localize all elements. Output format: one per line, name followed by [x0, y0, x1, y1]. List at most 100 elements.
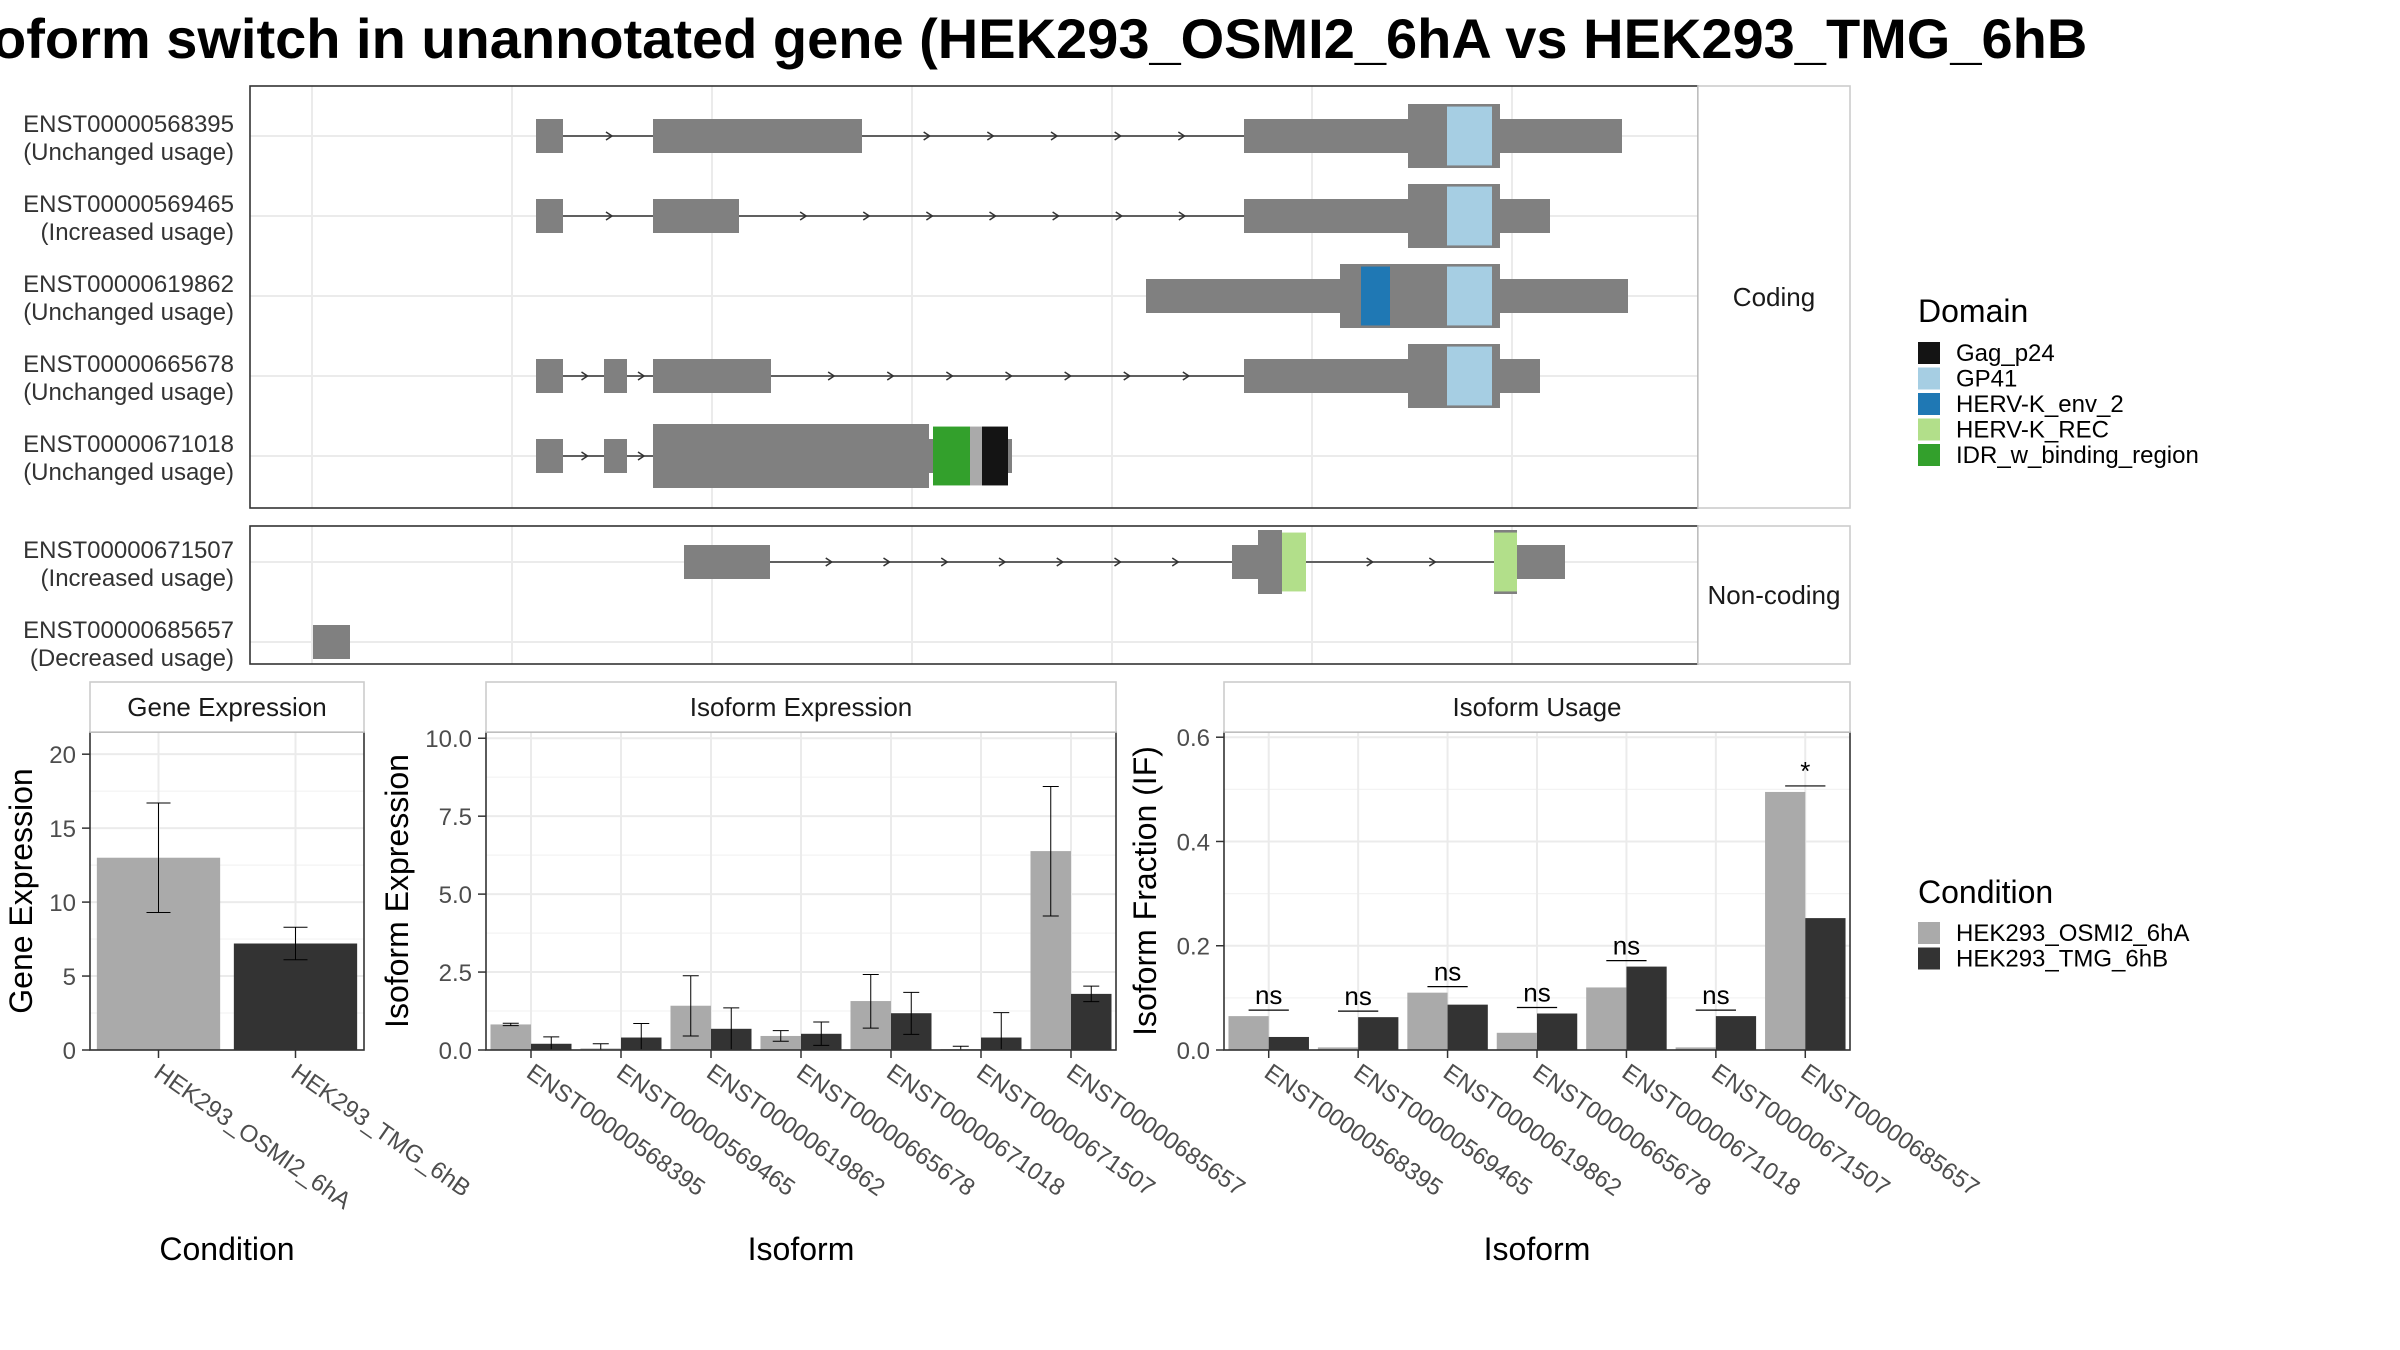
- intron-arrow: [825, 557, 834, 567]
- y-tick-label: 0.4: [1177, 829, 1210, 856]
- bar: [1228, 1016, 1269, 1050]
- domain-block: [933, 426, 970, 486]
- isoform-usage-label: (Unchanged usage): [23, 459, 234, 486]
- plot-strip-title: Gene Expression: [127, 692, 326, 722]
- isoform-label: ENST00000671018(Unchanged usage): [23, 431, 234, 486]
- intron-arrow: [945, 371, 954, 381]
- y-axis-title: Isoform Expression: [379, 754, 415, 1028]
- facet-strip-label: Non-coding: [1708, 580, 1841, 610]
- gene-expression-plot: 05101520HEK293_OSMI2_6hAHEK293_TMG_6hBGe…: [3, 681, 475, 1267]
- domain-legend-label: HERV-K_env_2: [1956, 391, 2124, 418]
- bar: [1447, 1004, 1488, 1050]
- plot-strip-title-box: [89, 681, 365, 733]
- intron-arrow: [1114, 131, 1123, 141]
- x-axis-title: Condition: [159, 1231, 294, 1267]
- exon-block: [1244, 199, 1408, 233]
- exon-block: [1258, 530, 1282, 594]
- intron-arrow: [986, 131, 995, 141]
- isoform-model: [536, 104, 1622, 168]
- bar: [233, 943, 358, 1050]
- significance-label: ns: [1255, 980, 1282, 1010]
- exon-block: [604, 439, 627, 473]
- intron-arrow: [886, 371, 895, 381]
- intron-arrow: [1064, 371, 1072, 381]
- y-tick-label: 0.6: [1177, 725, 1210, 752]
- exon-block: [313, 625, 350, 659]
- isoform-label: ENST00000568395(Unchanged usage): [23, 111, 234, 166]
- intron-arrow: [1005, 371, 1013, 381]
- condition-legend-label: HEK293_TMG_6hB: [1956, 946, 2168, 973]
- facet-strip-label-box: [1697, 85, 1851, 509]
- facet-coding: ENST00000568395(Unchanged usage) ENST0000…: [23, 85, 1851, 509]
- plot-strip-title-box: [1223, 681, 1851, 733]
- domain-legend: Domain Gag_p24GP41HERV-K_env_2HERV-K_RECI…: [1918, 293, 2199, 469]
- intron-arrow: [1182, 371, 1191, 381]
- intron-arrow: [998, 557, 1007, 567]
- intron-arrow: [862, 211, 871, 221]
- condition-legend-title: Condition: [1918, 874, 2053, 910]
- plot-strip-title-box: [485, 681, 1117, 733]
- isoform-model: [313, 625, 350, 659]
- isoform-model: [684, 530, 1565, 594]
- exon-block: [653, 199, 739, 233]
- domain-legend-label: HERV-K_REC: [1956, 417, 2109, 444]
- bar: [1626, 966, 1667, 1050]
- significance-label: ns: [1613, 931, 1640, 961]
- domain-legend-key: [1918, 393, 1940, 415]
- domain-block: [970, 426, 982, 486]
- y-tick-label: 2.5: [439, 960, 472, 987]
- y-tick-label: 10.0: [425, 726, 472, 753]
- plot-strip-title: Isoform Expression: [690, 692, 913, 722]
- domain-block: [1447, 106, 1492, 166]
- intron-arrow: [799, 211, 808, 221]
- exon-block: [653, 119, 862, 153]
- exon-block: [536, 119, 563, 153]
- exon-block: [1146, 279, 1340, 313]
- intron-arrow: [923, 131, 932, 141]
- isoform-id: ENST00000685657: [23, 617, 234, 644]
- bar: [1586, 987, 1627, 1050]
- domain-legend-label: Gag_p24: [1956, 340, 2055, 367]
- intron-arrow: [827, 371, 836, 381]
- bar: [760, 1035, 801, 1050]
- y-tick-label: 20: [49, 742, 76, 769]
- y-tick-label: 0.0: [1177, 1038, 1210, 1065]
- domain-legend-item: HERV-K_env_2: [1918, 391, 2124, 418]
- condition-legend-key: [1918, 947, 1940, 970]
- domain-legend-item: Gag_p24: [1918, 340, 2055, 367]
- intron-arrow: [1177, 131, 1186, 141]
- intron-arrow: [883, 557, 891, 567]
- isoform-label: ENST00000619862(Unchanged usage): [23, 271, 234, 326]
- exon-block: [604, 359, 627, 393]
- isoform-id: ENST00000619862: [23, 271, 234, 298]
- isoform-model: [536, 184, 1550, 248]
- significance-label: ns: [1434, 957, 1461, 987]
- y-tick-label: 5: [63, 964, 76, 991]
- intron-arrow: [1056, 557, 1065, 567]
- domain-legend-key: [1918, 418, 1940, 441]
- bar: [1071, 993, 1112, 1050]
- intron-arrow: [637, 371, 646, 381]
- domain-legend-key: [1918, 444, 1940, 466]
- intron-arrow: [1052, 211, 1060, 221]
- isoform-usage-label: (Unchanged usage): [23, 379, 234, 406]
- intron-arrow: [1366, 557, 1375, 567]
- exon-block: [1244, 119, 1408, 153]
- x-axis-title: Isoform: [1484, 1231, 1591, 1267]
- isoform-model: [536, 344, 1540, 408]
- y-axis-title: Isoform Fraction (IF): [1127, 746, 1163, 1036]
- intron-arrow: [605, 211, 614, 221]
- y-tick-label: 15: [49, 816, 76, 843]
- intron-arrow: [1178, 211, 1187, 221]
- isoform-id: ENST00000665678: [23, 351, 234, 378]
- gene-structure-plot: ENST00000568395(Unchanged usage) ENST0000…: [23, 85, 1851, 672]
- isoform-model: [1146, 264, 1628, 328]
- bar: [1358, 1017, 1399, 1050]
- domain-legend-key: [1918, 367, 1940, 390]
- exon-block: [1500, 359, 1540, 393]
- significance-label: ns: [1702, 980, 1729, 1010]
- facet-strip-label: Coding: [1733, 282, 1815, 312]
- domain-legend-item: IDR_w_binding_region: [1918, 442, 2199, 469]
- domain-block: [1447, 266, 1492, 326]
